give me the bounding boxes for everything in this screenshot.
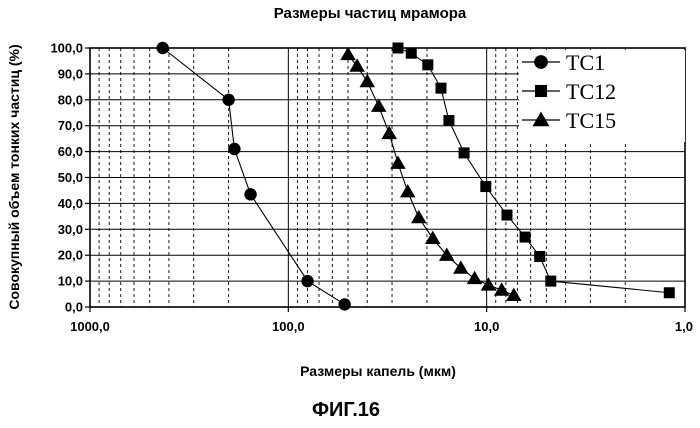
y-tick-label: 20,0: [58, 248, 83, 263]
y-tick-label: 70,0: [58, 118, 83, 133]
y-tick-label: 80,0: [58, 92, 83, 107]
x-tick-label: 1,0: [675, 319, 693, 334]
series-tc1: [156, 42, 350, 311]
data-point: [301, 275, 313, 287]
x-tick-label: 1000,0: [70, 319, 110, 334]
y-tick-label: 30,0: [58, 222, 83, 237]
data-point: [467, 271, 483, 284]
data-point: [390, 156, 406, 169]
y-axis-ticks: 0,0 10,0 20,0 30,0 40,0 50,0 60,0 70,0 80,0 90,0 1…: [50, 41, 90, 315]
legend-marker: [534, 55, 548, 69]
y-tick-label: 90,0: [58, 66, 83, 81]
x-axis-label: Размеры капель (мкм): [300, 363, 456, 379]
data-point: [371, 99, 387, 112]
x-axis-ticks: 1000,0 100,0 10,0 1,0: [70, 307, 693, 334]
data-point: [400, 184, 416, 197]
x-tick-label: 100,0: [272, 319, 305, 334]
data-point: [156, 42, 168, 54]
data-point: [501, 210, 512, 221]
data-point: [244, 188, 256, 200]
legend-label: TC1: [566, 50, 605, 75]
data-point: [360, 74, 376, 87]
y-tick-label: 100,0: [50, 41, 83, 56]
data-point: [494, 282, 510, 295]
y-tick-label: 50,0: [58, 170, 83, 185]
data-point: [520, 232, 531, 243]
series-line: [163, 48, 345, 304]
data-point: [459, 147, 470, 158]
data-point: [338, 298, 350, 310]
data-point: [222, 94, 234, 106]
y-tick-label: 60,0: [58, 144, 83, 159]
data-point: [480, 181, 491, 192]
data-point: [481, 277, 497, 290]
y-tick-label: 10,0: [58, 274, 83, 289]
series-tc15: [340, 47, 521, 301]
legend: TC1 TC12 TC15: [519, 50, 685, 142]
series-line: [348, 54, 514, 295]
y-tick-label: 40,0: [58, 196, 83, 211]
data-point: [435, 83, 446, 94]
legend-marker: [535, 85, 547, 97]
data-point: [422, 59, 433, 70]
y-axis-label: Совокупный объем тонких частиц (%): [6, 44, 22, 309]
data-point: [228, 143, 240, 155]
legend-label: TC15: [566, 108, 616, 133]
data-point: [545, 276, 556, 287]
y-tick-label: 0,0: [65, 300, 83, 315]
figure-label: ФИГ.16: [312, 399, 380, 421]
data-point: [406, 48, 417, 59]
data-point: [425, 231, 441, 244]
data-point: [443, 115, 454, 126]
data-point: [381, 126, 397, 139]
data-point: [453, 260, 469, 273]
chart-title: Размеры частиц мрамора: [274, 5, 467, 22]
data-point: [534, 251, 545, 262]
data-point: [392, 43, 403, 54]
legend-label: TC12: [566, 79, 616, 104]
data-point: [349, 58, 365, 71]
data-point: [664, 287, 675, 298]
x-tick-label: 10,0: [474, 319, 499, 334]
data-point: [411, 210, 427, 223]
